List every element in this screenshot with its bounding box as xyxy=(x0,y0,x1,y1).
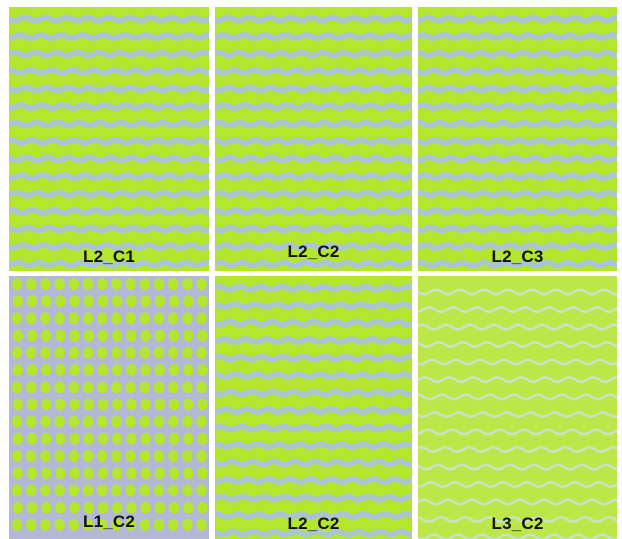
panel-label: L1_C2 xyxy=(82,512,136,531)
panel-label: L2_C1 xyxy=(82,247,136,266)
panel-l2-c2-top: L2_C2 xyxy=(215,7,412,271)
panel-pattern xyxy=(418,276,617,539)
panel-label: L3_C2 xyxy=(491,514,544,533)
panel-pattern xyxy=(9,276,209,539)
panel-label: L2_C2 xyxy=(287,242,340,261)
panel-label: L2_C2 xyxy=(287,514,340,533)
panel-pattern xyxy=(215,276,412,539)
panel-l1-c2: L1_C2 xyxy=(9,276,209,539)
panel-l2-c2-bottom: L2_C2 xyxy=(215,276,412,539)
panel-pattern xyxy=(418,7,617,271)
panel-pattern xyxy=(215,7,412,271)
panel-pattern xyxy=(9,7,209,271)
panel-l2-c1: L2_C1 xyxy=(9,7,209,271)
panel-label: L2_C3 xyxy=(491,247,544,266)
panel-l2-c3: L2_C3 xyxy=(418,7,617,271)
panel-l3-c2: L3_C2 xyxy=(418,276,617,539)
